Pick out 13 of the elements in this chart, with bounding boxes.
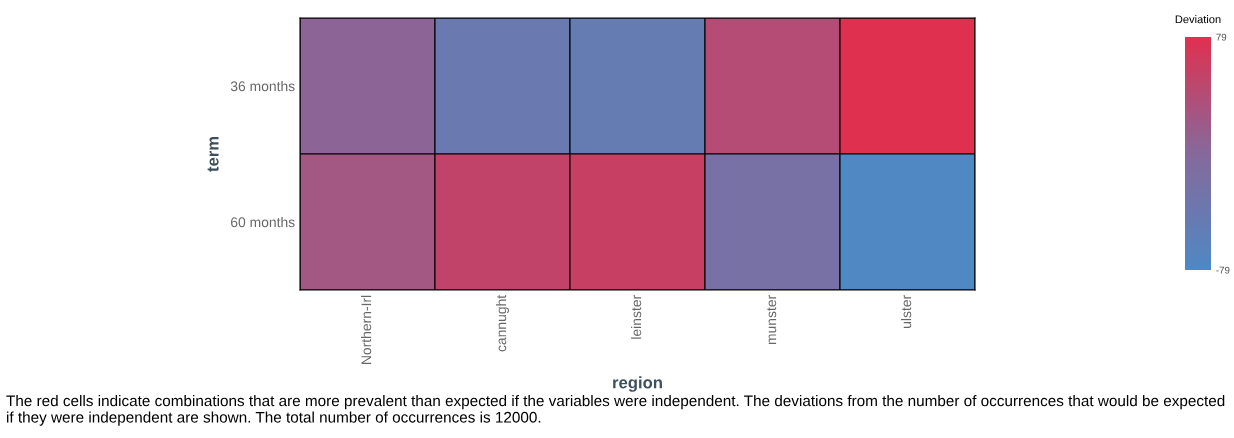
y-tick-label: 36 months	[230, 80, 295, 92]
color-bar-label: 79	[1216, 33, 1227, 41]
x-tick-label: cannught	[496, 294, 509, 352]
x-tick-label: Northern-Irl	[361, 295, 372, 364]
x-tick-label: munster	[767, 295, 777, 345]
y-tick-label: 60 months	[231, 216, 295, 228]
color-bar-title: Deviation	[1175, 15, 1221, 24]
x-axis-title: region	[613, 376, 662, 392]
text: The red cells indicate combinations that are more prevalent than expected if the variables were independent. The deviations from the number of occurrences that would be expected if they were independent are shown. The total number of occurrences is 12000.	[6, 395, 1225, 426]
y-axis-title: term	[207, 136, 219, 172]
x-tick-label: ulster	[901, 295, 912, 328]
color-bar-label: -79	[1216, 266, 1230, 274]
x-tick-label: leinster	[631, 295, 642, 339]
